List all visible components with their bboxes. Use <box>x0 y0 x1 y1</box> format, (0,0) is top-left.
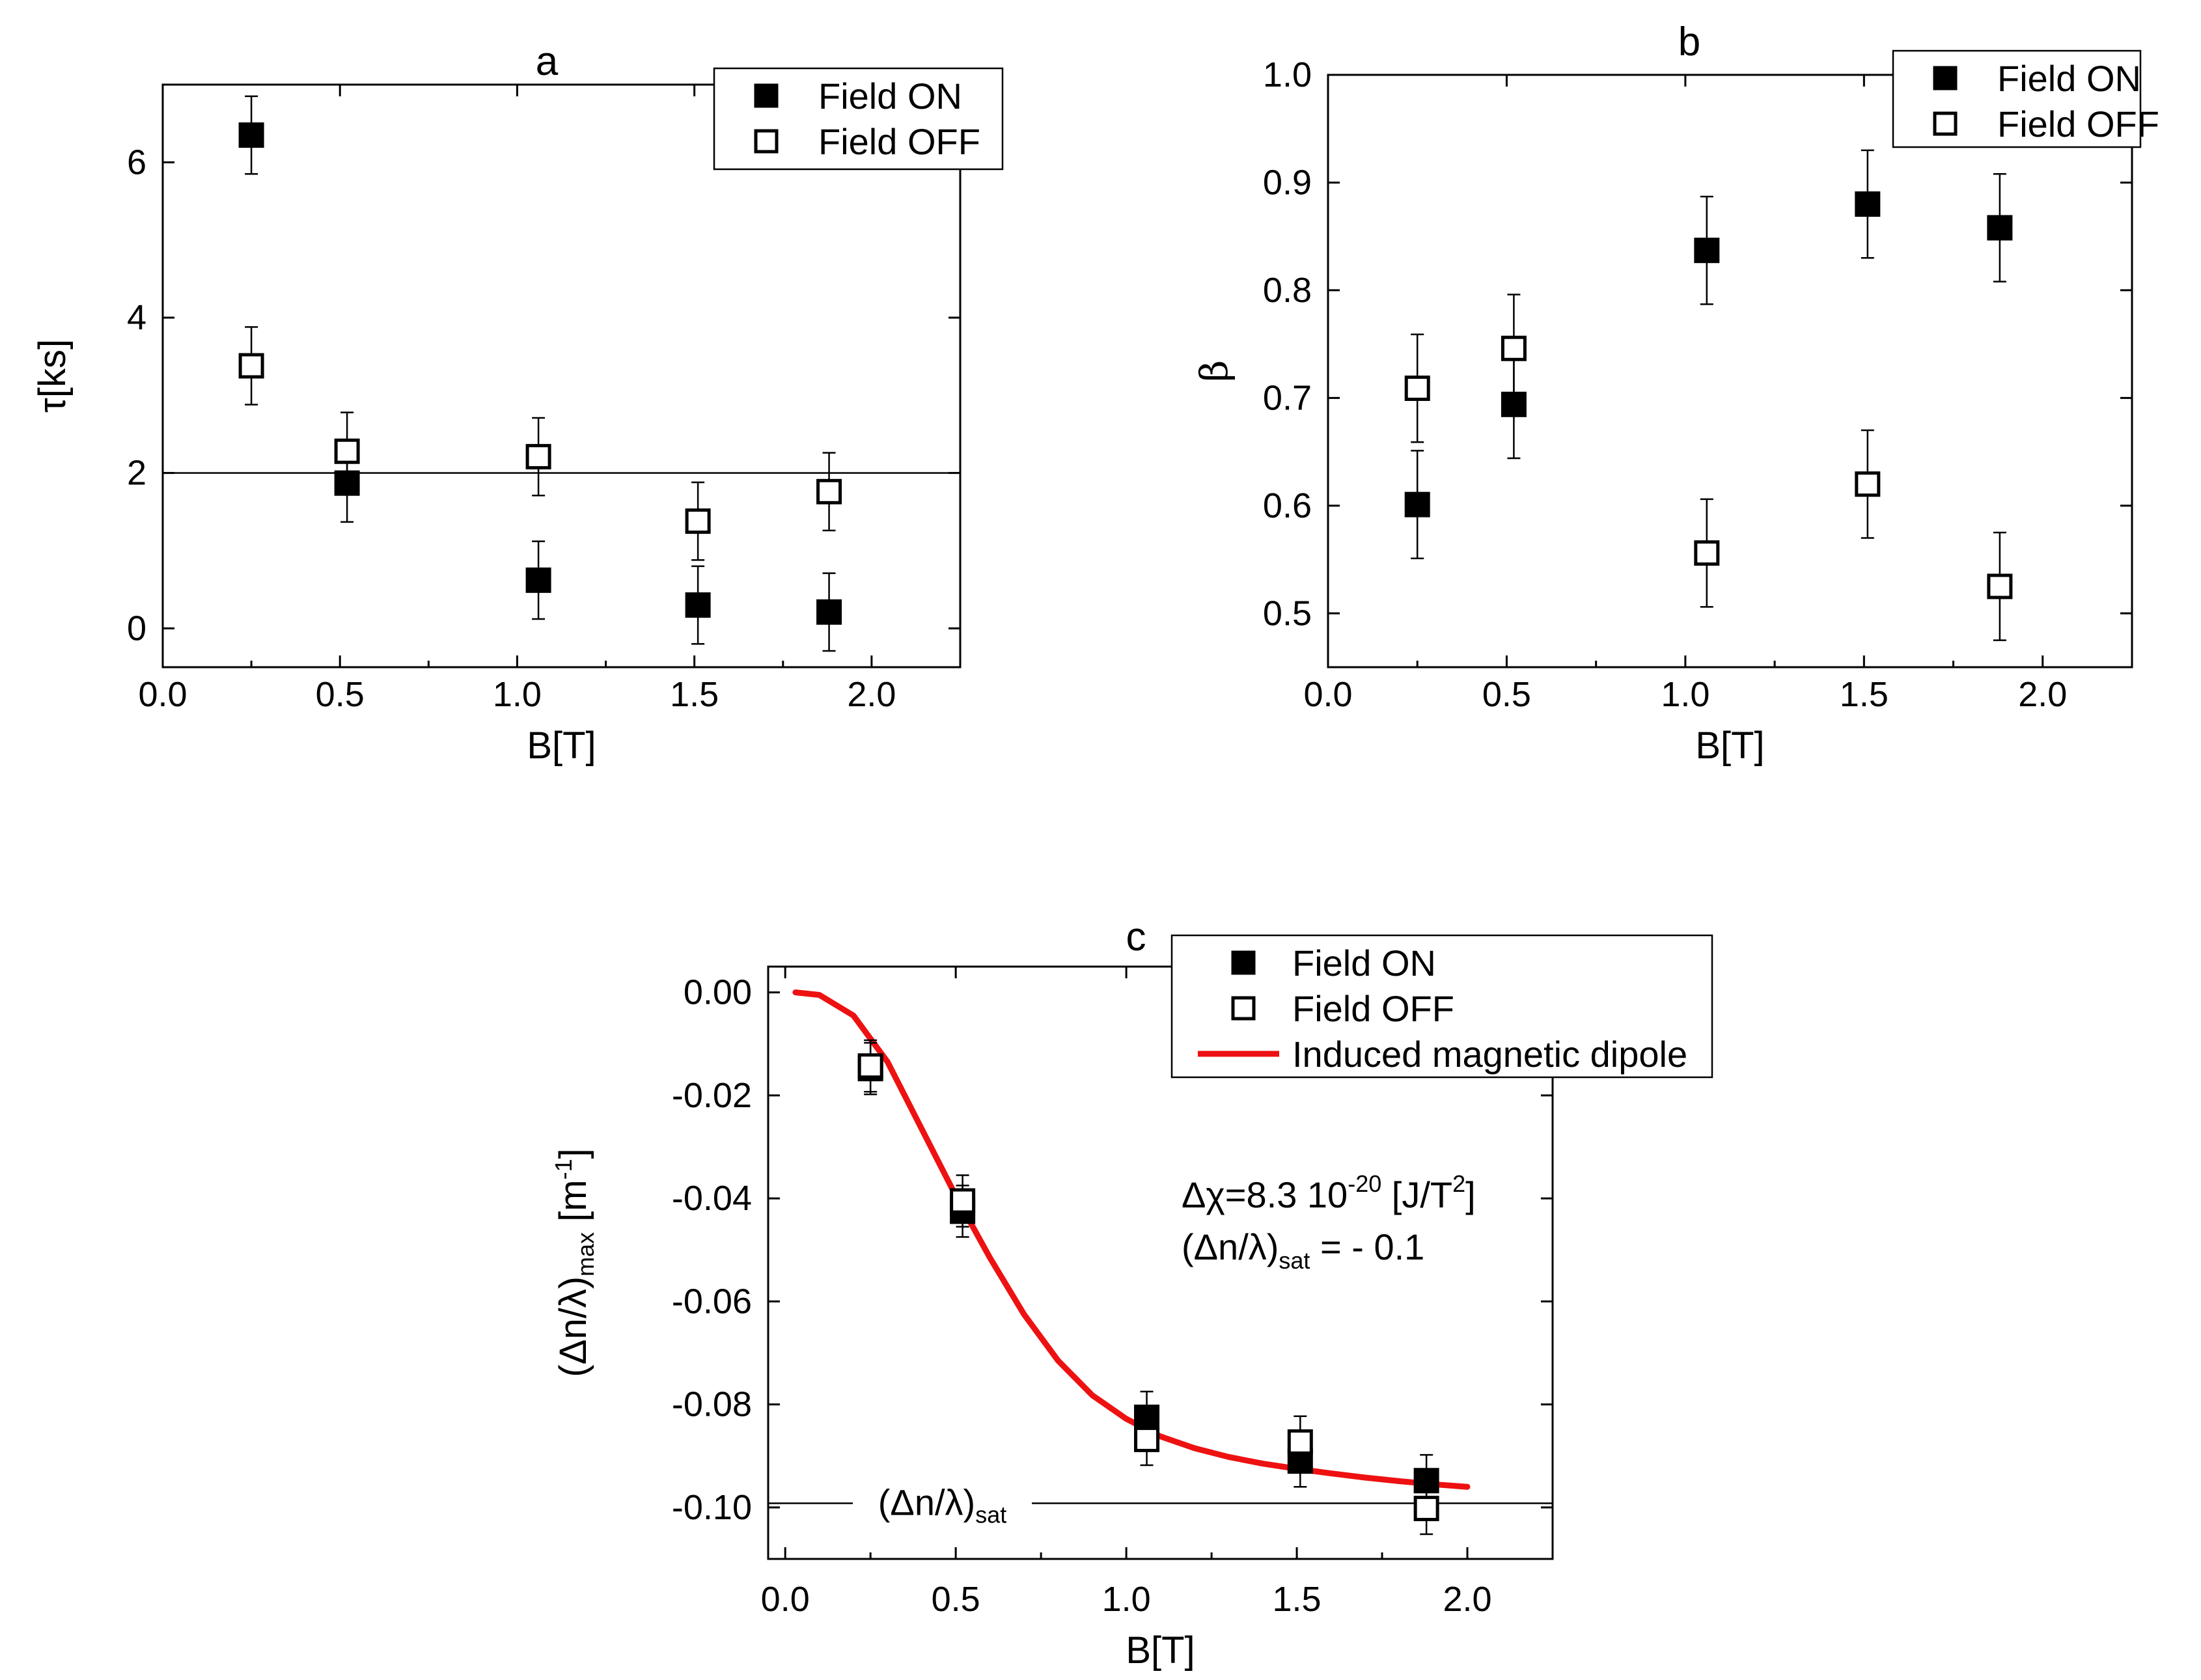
legend-label: Field ON <box>818 76 962 117</box>
x-tick-label: 1.5 <box>1840 675 1889 714</box>
data-point-field-off <box>857 1053 883 1079</box>
y-tick-label: -0.10 <box>672 1488 752 1527</box>
panel-b: b 0.0 0.5 1.0 1.5 2.0 0.5 0.6 0.7 0.8 0.9 1.0 B[T] β F… <box>1192 20 2159 767</box>
legend-swatch-field-off <box>1933 111 1958 136</box>
x-axis-label: B[T] <box>1126 1629 1195 1672</box>
legend-swatch-field-on <box>1231 950 1256 975</box>
data-point-field-off <box>950 1188 976 1214</box>
y-tick-label: 4 <box>127 298 146 337</box>
legend-label: Induced magnetic dipole <box>1292 1034 1687 1075</box>
y-axis-label: β <box>1192 360 1236 382</box>
x-tick-label: 0.5 <box>316 675 365 714</box>
x-tick-label: 1.5 <box>670 675 719 714</box>
data-point-field-on <box>685 592 711 618</box>
legend-label: Field OFF <box>1292 988 1454 1029</box>
data-point-field-off <box>1287 1429 1313 1455</box>
plot-frame <box>1327 74 2133 668</box>
y-tick-label: 6 <box>127 143 146 182</box>
x-tick-label: 0.0 <box>1303 675 1352 714</box>
legend-swatch-field-off <box>754 129 779 154</box>
y-tick-label: 0.00 <box>684 973 752 1012</box>
y-axis-label: (Δn/λ)max [m-1] <box>550 1148 599 1377</box>
y-tick-label: -0.04 <box>672 1179 752 1218</box>
x-tick-label: 1.5 <box>1273 1580 1322 1619</box>
x-tick-label: 1.0 <box>493 675 542 714</box>
annotation-delta-chi: Δχ=8.3 10-20 [J/T2] <box>1182 1170 1476 1215</box>
panel-c: c 0.0 0.5 1.0 1.5 2.0 0.00 -0.02 -0.04 -0.06 -0.08… <box>550 915 1713 1672</box>
legend-label: Field OFF <box>818 121 980 162</box>
panel-title: a <box>536 39 559 84</box>
legend-label: Field ON <box>1292 943 1436 984</box>
y-tick-label: 2 <box>127 454 146 493</box>
legend-swatch-field-on <box>1933 66 1958 90</box>
data-point-field-off <box>1501 335 1527 361</box>
data-point-field-off <box>1987 573 2013 599</box>
y-tick-label: -0.02 <box>672 1076 752 1115</box>
legend-swatch-field-on <box>754 83 779 108</box>
data-point-field-off <box>1134 1426 1160 1452</box>
data-point-field-on <box>1855 191 1881 217</box>
panel-title: b <box>1678 20 1700 64</box>
y-tick-label: 0.7 <box>1263 378 1312 417</box>
panel-a: a 0.0 0.5 1.0 1.5 2.0 0 2 4 6 B[T] τ[ks] Field ONFie… <box>31 39 1004 767</box>
data-point-field-off <box>816 478 842 504</box>
data-point-field-off <box>685 508 711 534</box>
y-tick-label: -0.08 <box>672 1385 752 1424</box>
annotation-saturation: (Δn/λ)sat = - 0.1 <box>1182 1226 1424 1274</box>
plot-frame <box>161 83 962 668</box>
data-point-field-on <box>1987 215 2013 241</box>
y-tick-label: 0.8 <box>1263 271 1312 310</box>
reference-line-label: (Δn/λ)sat <box>878 1482 1006 1528</box>
y-axis-label: τ[ks] <box>31 339 74 413</box>
data-point-field-on <box>238 122 264 148</box>
data-point-field-off <box>238 353 264 379</box>
data-point-field-on <box>1404 491 1430 517</box>
y-tick-label: 0.9 <box>1263 163 1312 202</box>
x-tick-label: 2.0 <box>2018 675 2067 714</box>
x-tick-label: 0.5 <box>1482 675 1531 714</box>
data-point-field-on <box>1694 238 1720 264</box>
x-tick-label: 0.5 <box>932 1580 980 1619</box>
x-tick-label: 2.0 <box>847 675 896 714</box>
x-tick-label: 2.0 <box>1443 1580 1491 1619</box>
x-axis-label: B[T] <box>1695 724 1764 767</box>
x-tick-label: 0.0 <box>761 1580 810 1619</box>
data-point-field-off <box>334 438 360 464</box>
data-point-field-off <box>525 444 551 470</box>
data-point-field-on <box>525 567 551 593</box>
data-point-field-off <box>1855 471 1881 497</box>
data-point-field-on <box>816 599 842 625</box>
x-tick-label: 1.0 <box>1102 1580 1151 1619</box>
legend-swatch-field-off <box>1231 996 1256 1021</box>
x-tick-label: 0.0 <box>138 675 187 714</box>
y-tick-label: 1.0 <box>1263 55 1312 94</box>
fit-curve-induced-magnetic-dipole <box>792 989 1471 1490</box>
y-tick-label: 0.5 <box>1263 594 1312 633</box>
x-tick-label: 1.0 <box>1661 675 1710 714</box>
data-point-field-off <box>1694 540 1720 566</box>
y-tick-label: -0.06 <box>672 1282 752 1321</box>
legend-label: Field ON <box>1997 58 2141 99</box>
legend-label: Field OFF <box>1997 103 2159 145</box>
x-axis-label: B[T] <box>527 724 596 767</box>
data-point-field-off <box>1404 375 1430 401</box>
panel-title: c <box>1126 915 1146 959</box>
y-tick-label: 0 <box>127 609 146 648</box>
plot-frame <box>767 965 1554 1560</box>
y-tick-label: 0.6 <box>1263 486 1312 525</box>
data-point-field-off <box>1413 1495 1439 1521</box>
